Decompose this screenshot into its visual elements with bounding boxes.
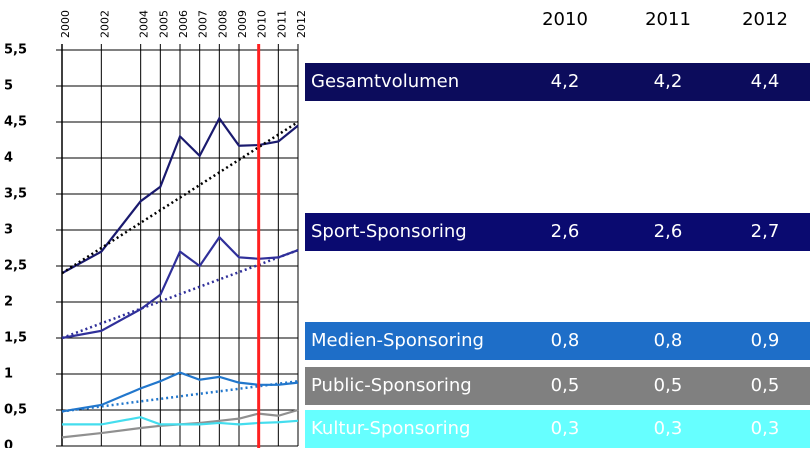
cell-value: 2,6 [654, 221, 683, 242]
x-tick-label: 2009 [236, 10, 249, 38]
y-tick-label: 1 [4, 367, 13, 382]
x-tick-label: 2012 [295, 10, 308, 38]
trend-line [61, 248, 299, 340]
cell-value: 4,2 [551, 71, 580, 92]
x-tick-label: 2010 [256, 10, 269, 38]
cell-value: 2,6 [551, 221, 580, 242]
x-tick-label: 2000 [59, 10, 72, 38]
row-label: Sport-Sponsoring [311, 221, 467, 242]
x-tick-label: 2011 [275, 10, 288, 38]
y-tick-label: 0 [4, 439, 13, 449]
cell-value: 0,8 [654, 330, 683, 351]
row-label: Gesamtvolumen [311, 71, 459, 92]
cell-value: 0,9 [751, 330, 780, 351]
cell-value: 4,2 [654, 71, 683, 92]
y-tick-label: 4 [4, 151, 13, 166]
x-tick-label: 2007 [197, 10, 210, 38]
row-band [305, 322, 810, 360]
cell-value: 0,8 [551, 330, 580, 351]
cell-value: 0,5 [751, 375, 780, 396]
column-header: 2010 [542, 9, 588, 30]
series-line [62, 416, 299, 426]
row-label: Kultur-Sponsoring [311, 418, 470, 439]
x-tick-label: 2008 [216, 10, 229, 38]
cell-value: 0,5 [654, 375, 683, 396]
row-band [305, 410, 810, 448]
y-tick-label: 5,5 [4, 43, 27, 58]
y-tick-label: 0,5 [4, 403, 27, 418]
y-tick-label: 2,5 [4, 259, 27, 274]
series-line [61, 371, 299, 413]
y-tick-label: 5 [4, 79, 13, 94]
series-line [61, 408, 299, 439]
row-band [305, 213, 810, 251]
cell-value: 0,3 [551, 418, 580, 439]
cell-value: 0,3 [654, 418, 683, 439]
cell-value: 0,5 [551, 375, 580, 396]
row-label: Medien-Sponsoring [311, 330, 484, 351]
y-tick-label: 2 [4, 295, 13, 310]
column-header: 2011 [645, 9, 691, 30]
x-tick-label: 2006 [177, 10, 190, 38]
cell-value: 2,7 [751, 221, 780, 242]
y-tick-label: 3,5 [4, 187, 27, 202]
row-band [305, 367, 810, 405]
y-tick-label: 3 [4, 223, 13, 238]
y-tick-label: 4,5 [4, 115, 27, 130]
row-label: Public-Sponsoring [311, 375, 472, 396]
trend-line [61, 120, 299, 275]
cell-value: 4,4 [751, 71, 780, 92]
row-band [305, 63, 810, 101]
cell-value: 0,3 [751, 418, 780, 439]
y-tick-label: 1,5 [4, 331, 27, 346]
x-tick-label: 2005 [157, 10, 170, 38]
column-header: 2012 [742, 9, 788, 30]
x-tick-label: 2004 [138, 10, 151, 38]
x-tick-label: 2002 [98, 10, 111, 38]
series-line [61, 235, 299, 340]
